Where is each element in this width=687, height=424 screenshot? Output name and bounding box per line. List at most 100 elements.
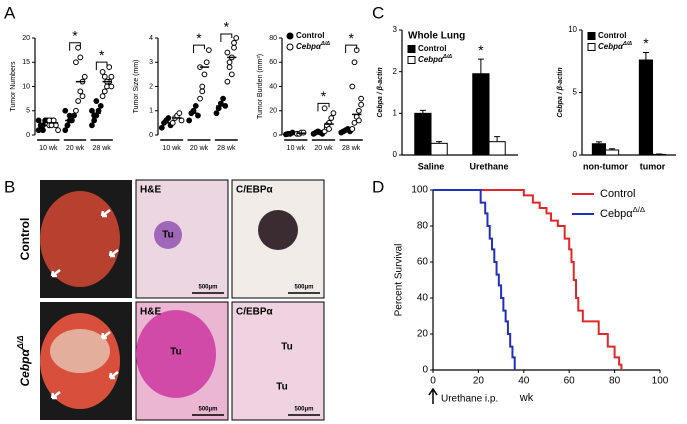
y-axis-label: Cebpa / β-actin xyxy=(377,67,384,117)
y-tick-label: 4 xyxy=(149,35,153,42)
bar xyxy=(638,59,654,156)
point xyxy=(35,117,42,124)
x-tick-label: 20 wk xyxy=(314,145,333,152)
tumor xyxy=(258,210,298,250)
bar xyxy=(488,141,506,156)
panel-letter: A xyxy=(4,3,16,22)
point xyxy=(197,95,203,102)
label: Control xyxy=(418,44,446,53)
tumor xyxy=(136,310,216,398)
y-tick-label: 0 xyxy=(573,150,578,159)
legend-marker xyxy=(286,32,294,40)
legend-marker xyxy=(587,43,596,51)
label-superscript: Δ/Δ xyxy=(622,41,632,47)
significance-bracket xyxy=(95,61,108,71)
y-tick-label: 1 xyxy=(149,108,153,115)
significance-bracket xyxy=(220,33,233,42)
point xyxy=(106,64,113,70)
x-tick-label: 80 xyxy=(609,376,621,387)
micrograph-header: H&E xyxy=(140,307,161,318)
label-text: Control xyxy=(296,31,324,40)
y-tick-label: 10 xyxy=(568,25,577,34)
bar xyxy=(591,143,607,156)
point xyxy=(231,44,237,51)
x-axis-label: wk xyxy=(519,392,534,404)
y-tick-label: 2 xyxy=(149,83,153,90)
tumor-label: Tu xyxy=(281,342,292,353)
point xyxy=(358,101,365,108)
label: Control xyxy=(18,218,32,261)
y-tick-label: 10 xyxy=(22,83,30,90)
scale-label: 500μm xyxy=(198,285,217,291)
point xyxy=(231,39,237,46)
point xyxy=(351,119,358,126)
label: Control xyxy=(600,188,635,200)
chart-title: Whole Lung xyxy=(408,31,465,42)
significance-label: * xyxy=(643,35,649,51)
point xyxy=(89,122,95,129)
significance-label: * xyxy=(478,42,484,58)
y-tick-label: 20 xyxy=(269,108,277,115)
x-tick-label: 28 wk xyxy=(342,145,361,152)
y-tick-label: 0 xyxy=(149,132,153,139)
y-tick-label: 3 xyxy=(393,25,398,34)
arrow xyxy=(50,269,61,278)
point xyxy=(62,107,69,114)
label: CebpαΔ/Δ xyxy=(600,205,645,220)
y-tick-label: 0 xyxy=(26,132,30,139)
point xyxy=(97,103,104,109)
point xyxy=(62,127,69,134)
x-tick-label: 20 wk xyxy=(190,145,209,152)
point xyxy=(199,88,206,95)
label: CebpαΔ/Δ xyxy=(15,335,32,386)
x-tick-label: tumor xyxy=(640,161,666,171)
label-superscript: Δ/Δ xyxy=(320,41,330,47)
x-tick-label: 10 wk xyxy=(163,145,182,152)
scale-label: 500μm xyxy=(294,285,313,291)
point xyxy=(321,105,328,112)
y-tick-label: 1 xyxy=(393,108,398,117)
y-tick-label: 20 xyxy=(22,35,30,42)
point xyxy=(75,98,82,104)
arrow xyxy=(100,331,111,340)
point xyxy=(358,95,365,102)
point xyxy=(226,64,233,70)
x-tick-label: 10 wk xyxy=(39,145,58,152)
y-tick-label: 80 xyxy=(269,35,277,42)
point xyxy=(91,117,98,124)
label-text: Cebpα xyxy=(598,42,624,51)
significance-bracket xyxy=(345,44,358,54)
point xyxy=(158,124,165,131)
x-tick-label: 20 xyxy=(473,376,485,387)
y-tick-label: 20 xyxy=(417,329,429,340)
point xyxy=(205,47,212,54)
survival-curve xyxy=(433,189,516,370)
y-tick-label: 2 xyxy=(393,67,398,76)
y-tick-label: 3 xyxy=(149,59,153,66)
point xyxy=(326,126,332,132)
significance-label: * xyxy=(224,19,230,35)
point xyxy=(75,44,82,51)
y-tick-label: 0 xyxy=(422,365,428,376)
point xyxy=(199,83,206,90)
point xyxy=(349,83,356,90)
point xyxy=(101,73,108,80)
arrow xyxy=(108,249,119,258)
x-tick-label: non-tumor xyxy=(583,161,628,171)
annotation: Urethane i.p. xyxy=(441,394,498,405)
y-tick-label: 5 xyxy=(26,108,30,115)
point xyxy=(224,78,231,85)
point xyxy=(165,115,172,121)
error-bar xyxy=(477,58,484,74)
point xyxy=(356,117,362,124)
point xyxy=(176,110,183,117)
y-axis-label: Tumor Size (mm) xyxy=(133,60,140,114)
arrow xyxy=(50,391,61,400)
point xyxy=(226,59,233,66)
label-text: Cebpα xyxy=(600,208,633,220)
y-tick-label: 5 xyxy=(573,88,578,97)
lung xyxy=(40,191,120,287)
x-tick-label: 0 xyxy=(430,376,436,387)
point xyxy=(99,93,106,100)
panel-letter: C xyxy=(372,3,384,22)
